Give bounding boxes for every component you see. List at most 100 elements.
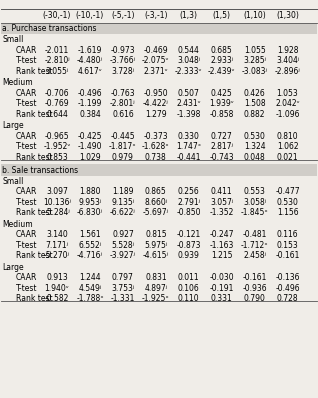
- Text: -0.477: -0.477: [275, 187, 300, 196]
- Bar: [1, 164, 317, 176]
- Text: CAAR: CAAR: [16, 88, 37, 98]
- Text: 0.797: 0.797: [112, 273, 134, 282]
- Text: -1.952ᵛ: -1.952ᵛ: [43, 142, 71, 151]
- Text: -0.469: -0.469: [143, 45, 168, 55]
- Text: -2.810ʲ: -2.810ʲ: [44, 56, 70, 65]
- Text: 1.189: 1.189: [112, 187, 134, 196]
- Text: 10.136ʲ: 10.136ʲ: [43, 198, 71, 207]
- Text: 3.404ʲ: 3.404ʲ: [276, 56, 299, 65]
- Text: T-test: T-test: [16, 241, 38, 250]
- Text: 0.021: 0.021: [277, 152, 298, 162]
- Text: 1.244: 1.244: [79, 273, 101, 282]
- Text: 4.549ʲ: 4.549ʲ: [78, 284, 102, 293]
- Text: CAAR: CAAR: [16, 45, 37, 55]
- Text: -0.873: -0.873: [176, 241, 201, 250]
- Text: -0.496: -0.496: [78, 88, 102, 98]
- Text: 0.882: 0.882: [244, 109, 265, 119]
- Text: -5.697ʲ: -5.697ʲ: [143, 208, 169, 217]
- Text: -0.445: -0.445: [111, 132, 135, 140]
- Text: -0.582: -0.582: [45, 295, 69, 303]
- Text: Rank test: Rank test: [16, 152, 52, 162]
- Text: 1.747ˣ: 1.747ˣ: [176, 142, 201, 151]
- Text: 7.171ʲ: 7.171ʲ: [45, 241, 69, 250]
- Text: -1.845ˣ: -1.845ˣ: [241, 208, 268, 217]
- Text: 1.215: 1.215: [211, 252, 232, 260]
- Text: 0.553: 0.553: [244, 187, 266, 196]
- Text: 0.831: 0.831: [145, 273, 167, 282]
- Text: CAAR: CAAR: [16, 273, 37, 282]
- Text: 0.790: 0.790: [244, 295, 266, 303]
- Text: 0.530: 0.530: [244, 132, 266, 140]
- Text: 3.058ʲ: 3.058ʲ: [243, 198, 266, 207]
- Text: (1,3): (1,3): [180, 11, 198, 20]
- Text: 1.880: 1.880: [79, 187, 101, 196]
- Text: 3.057ʲ: 3.057ʲ: [210, 198, 233, 207]
- Text: 0.810: 0.810: [277, 132, 298, 140]
- Text: -2.075ᵛ: -2.075ᵛ: [142, 56, 169, 65]
- Text: Large: Large: [2, 263, 24, 272]
- Text: -1.398: -1.398: [176, 109, 201, 119]
- Text: 5.975ʲ: 5.975ʲ: [144, 241, 168, 250]
- Text: 0.048: 0.048: [244, 152, 266, 162]
- Text: -1.619: -1.619: [78, 45, 102, 55]
- Text: -2.801ʲ: -2.801ʲ: [110, 99, 136, 108]
- Text: 9.953ʲ: 9.953ʲ: [78, 198, 102, 207]
- Text: 2.458ʲ: 2.458ʲ: [243, 252, 266, 260]
- Text: 0.644: 0.644: [46, 109, 68, 119]
- Text: 1.156: 1.156: [277, 208, 298, 217]
- Text: Rank test: Rank test: [16, 208, 52, 217]
- Text: 0.530: 0.530: [277, 198, 299, 207]
- Text: 5.528ʲ: 5.528ʲ: [111, 241, 135, 250]
- Text: -1.628ˣ: -1.628ˣ: [142, 142, 169, 151]
- Text: 0.331: 0.331: [211, 295, 232, 303]
- Text: 0.685: 0.685: [211, 45, 232, 55]
- Text: (-10,-1): (-10,-1): [76, 11, 104, 20]
- Text: Rank test: Rank test: [16, 66, 52, 76]
- Text: 6.552ʲ: 6.552ʲ: [79, 241, 101, 250]
- Text: 1.324: 1.324: [244, 142, 266, 151]
- Text: 3.048ʲ: 3.048ʲ: [177, 56, 200, 65]
- Text: 0.153: 0.153: [277, 241, 298, 250]
- Text: 0.913: 0.913: [46, 273, 68, 282]
- Text: b. Sale transactions: b. Sale transactions: [2, 166, 79, 175]
- Text: 3.140: 3.140: [46, 230, 68, 239]
- Text: 0.256: 0.256: [178, 187, 200, 196]
- Text: Rank test: Rank test: [16, 109, 52, 119]
- Text: -0.936: -0.936: [242, 284, 267, 293]
- Text: -5.284ʲ: -5.284ʲ: [44, 208, 70, 217]
- Text: 3.728ʲ: 3.728ʲ: [111, 66, 135, 76]
- Text: -0.441: -0.441: [176, 152, 201, 162]
- Text: T-test: T-test: [16, 56, 38, 65]
- Text: -2.896ʲ: -2.896ʲ: [275, 66, 301, 76]
- Text: -2.439ᵛ: -2.439ᵛ: [208, 66, 236, 76]
- Text: 0.939: 0.939: [178, 252, 200, 260]
- Text: -1.352: -1.352: [210, 208, 234, 217]
- Text: (-5,-1): (-5,-1): [111, 11, 135, 20]
- Text: 0.853: 0.853: [46, 152, 68, 162]
- Text: 0.815: 0.815: [145, 230, 167, 239]
- Text: 1.055: 1.055: [244, 45, 266, 55]
- Text: -4.480ʲ: -4.480ʲ: [77, 56, 103, 65]
- Text: 3.097: 3.097: [46, 187, 68, 196]
- Text: -0.850: -0.850: [176, 208, 201, 217]
- Text: T-test: T-test: [16, 198, 38, 207]
- Text: T-test: T-test: [16, 142, 38, 151]
- Text: -1.490: -1.490: [78, 142, 102, 151]
- Text: -0.965: -0.965: [45, 132, 69, 140]
- Text: -0.706: -0.706: [45, 88, 69, 98]
- Text: 0.728: 0.728: [277, 295, 298, 303]
- Text: CAAR: CAAR: [16, 132, 37, 140]
- Text: -0.247: -0.247: [210, 230, 234, 239]
- Text: -0.136: -0.136: [275, 273, 300, 282]
- Text: -0.191: -0.191: [210, 284, 234, 293]
- Text: 0.411: 0.411: [211, 187, 232, 196]
- Text: -0.030: -0.030: [209, 273, 234, 282]
- Text: Rank test: Rank test: [16, 295, 52, 303]
- Text: 3.285ʲ: 3.285ʲ: [243, 56, 266, 65]
- Text: 1.939ᵛ: 1.939ᵛ: [209, 99, 234, 108]
- Text: 3.055ʲ: 3.055ʲ: [45, 66, 69, 76]
- Text: -2.333ᵛ: -2.333ᵛ: [175, 66, 203, 76]
- Text: 0.927: 0.927: [112, 230, 134, 239]
- Text: a. Purchase transactions: a. Purchase transactions: [2, 24, 97, 33]
- Text: -1.788ˣ: -1.788ˣ: [76, 295, 104, 303]
